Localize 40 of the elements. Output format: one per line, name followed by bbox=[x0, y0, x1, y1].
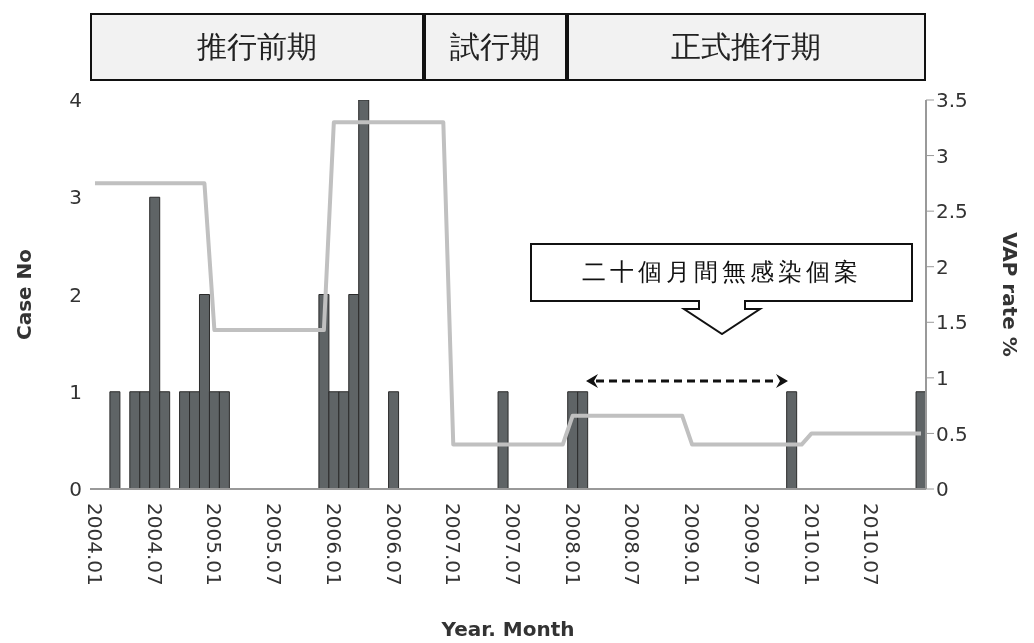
text: 推行前期 bbox=[90, 13, 425, 81]
y-tick-label: 3 bbox=[69, 185, 82, 210]
text: 試行期 bbox=[424, 13, 567, 81]
bar bbox=[786, 391, 798, 489]
y2-tick-label: 2.5 bbox=[936, 199, 968, 224]
y-tick-label: 4 bbox=[69, 88, 82, 113]
y2-tick-label: 2 bbox=[936, 254, 949, 279]
y2-tick-label: 0 bbox=[936, 477, 949, 502]
bar bbox=[388, 391, 400, 489]
x-tick-label: 2005.01 bbox=[202, 503, 227, 586]
y2-tick-label: 1 bbox=[936, 365, 949, 390]
bar bbox=[497, 391, 509, 489]
x-tick-label: 2010.01 bbox=[799, 503, 824, 586]
bar bbox=[109, 391, 121, 489]
x-tick-label: 2008.07 bbox=[620, 503, 645, 586]
y2-tick-label: 3 bbox=[936, 143, 949, 168]
x-tick-label: 2004.01 bbox=[82, 503, 107, 586]
x-tick-label: 2009.01 bbox=[680, 503, 705, 586]
x-tick-label: 2006.07 bbox=[381, 503, 406, 586]
annotation: 二十個月間無感染個案 bbox=[581, 257, 863, 288]
y-tick-label: 2 bbox=[69, 282, 82, 307]
text: 正式推行期 bbox=[566, 13, 926, 81]
y-tick-label: 1 bbox=[69, 379, 82, 404]
y2-tick-label: 3.5 bbox=[936, 88, 968, 113]
y2-axis-title: VAP rate % bbox=[997, 232, 1022, 357]
x-axis-title: Year. Month bbox=[440, 617, 575, 641]
x-tick-label: 2004.07 bbox=[142, 503, 167, 586]
x-tick-label: 2005.07 bbox=[262, 503, 287, 586]
x-tick-label: 2009.07 bbox=[739, 503, 764, 586]
x-tick-label: 2007.01 bbox=[441, 503, 466, 586]
y-tick-label: 0 bbox=[69, 477, 82, 502]
line-series bbox=[92, 120, 924, 447]
x-tick-label: 2008.01 bbox=[560, 503, 585, 586]
callout-box: 二十個月間無感染個案 bbox=[530, 243, 914, 335]
x-tick-label: 2007.07 bbox=[500, 503, 525, 586]
y2-tick-label: 1.5 bbox=[936, 310, 968, 335]
x-tick-label: 2010.07 bbox=[859, 503, 884, 586]
y-axis-title: Case No bbox=[12, 248, 37, 341]
x-tick-label: 2006.01 bbox=[321, 503, 346, 586]
y2-tick-label: 0.5 bbox=[936, 421, 968, 446]
